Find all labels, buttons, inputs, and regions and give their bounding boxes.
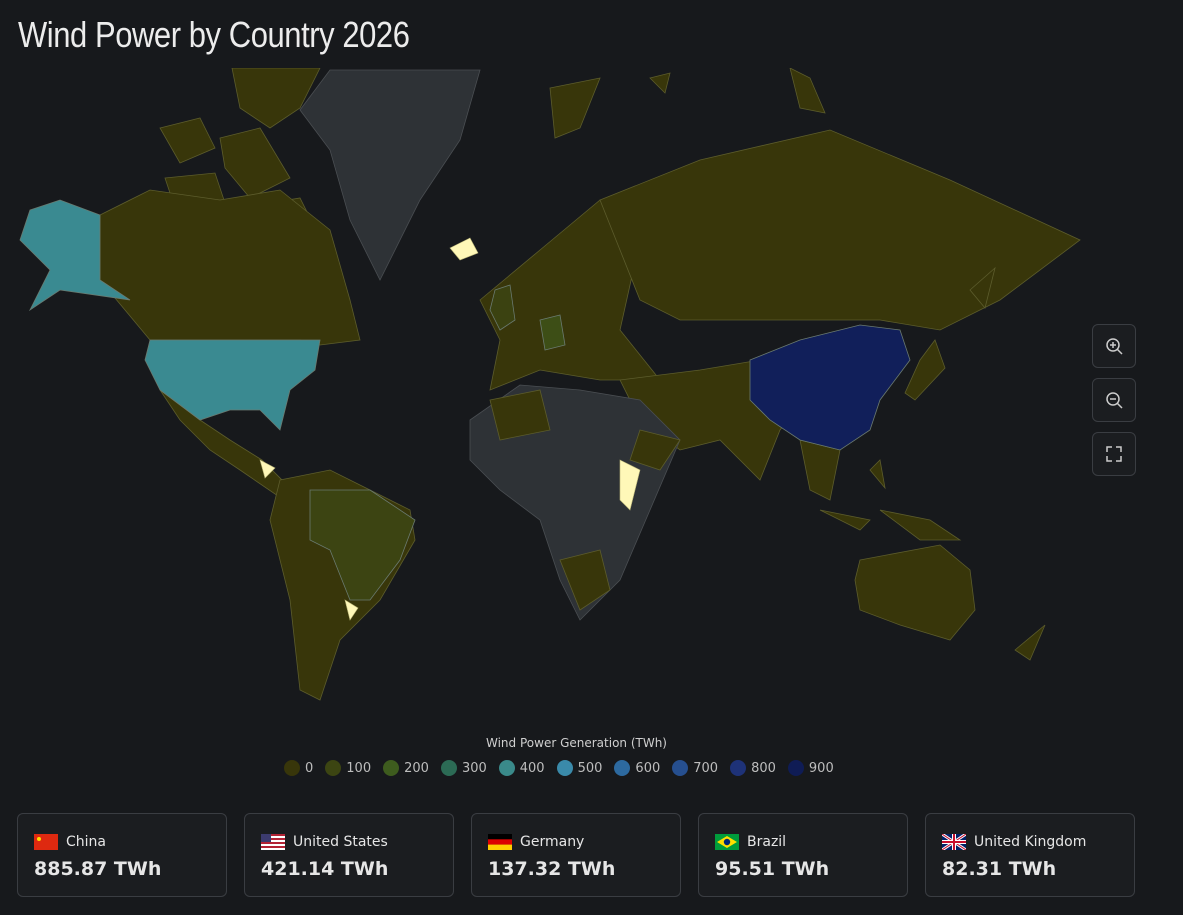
legend-swatch: [284, 760, 300, 776]
legend-label: 400: [519, 760, 545, 776]
legend-swatch: [440, 760, 457, 776]
legend-label: 700: [693, 760, 719, 776]
legend-item: 400: [498, 760, 545, 776]
legend-dot: [730, 760, 747, 776]
legend-item: 300: [440, 760, 487, 776]
legend-dot: [556, 760, 573, 776]
brazil: [309, 489, 416, 601]
card: Brazil 95.51 TWh: [698, 813, 908, 897]
zoom-in-button[interactable]: [1092, 324, 1136, 368]
united-kingdom: [489, 284, 516, 331]
legend-title: Wind Power Generation (TWh): [486, 736, 667, 750]
flag: [34, 834, 58, 850]
country-value: 95.51 TWh: [715, 858, 830, 880]
legend-dot: [440, 760, 457, 776]
card: China 885.87 TWh: [17, 813, 227, 897]
legend-item: 600: [614, 760, 660, 776]
flag: [488, 834, 512, 850]
country-value: 82.31 TWh: [942, 858, 1057, 880]
country-name: United States: [293, 834, 388, 850]
country-value: 421.14 TWh: [261, 858, 389, 880]
legend-dot: [498, 760, 515, 776]
legend-dot: [614, 760, 631, 776]
greenland: [299, 69, 481, 281]
legend-dot: [284, 760, 300, 776]
legend-item: 500: [556, 760, 603, 776]
southeast-asia: [799, 439, 962, 541]
legend-item: 0: [284, 760, 313, 776]
oceania: [854, 544, 1046, 661]
zoom-out-button[interactable]: [1092, 378, 1136, 422]
legend-item: 100: [325, 760, 371, 776]
germany: [539, 314, 566, 351]
reset-icon: [1106, 446, 1122, 462]
africa-data: [489, 389, 681, 611]
card: Germany 137.32 TWh: [471, 813, 681, 897]
legend-item: 700: [672, 760, 718, 776]
land: [99, 68, 1081, 701]
reset-button[interactable]: [1092, 432, 1136, 476]
legend-label: 500: [577, 760, 603, 776]
alaska: [19, 199, 131, 312]
country-name: United Kingdom: [974, 834, 1087, 850]
china: [749, 324, 911, 451]
legend-item: 800: [730, 760, 776, 776]
legend-swatch: [383, 760, 400, 776]
zoom-in-icon: [1106, 338, 1123, 355]
small-countries: [259, 237, 641, 621]
russia: [599, 129, 1081, 331]
flag: [942, 834, 966, 850]
legend-swatch: [498, 760, 515, 776]
legend-dot: [325, 760, 342, 776]
flag: [715, 834, 739, 850]
legend-swatch: [787, 760, 804, 776]
japan: [904, 266, 996, 401]
canada: [99, 189, 361, 346]
legend-label: 600: [635, 760, 661, 776]
united-states: [144, 339, 321, 431]
legend-label: 800: [751, 760, 776, 776]
flag: [261, 834, 285, 850]
card: United Kingdom 82.31 TWh: [925, 813, 1135, 897]
legend-label: 300: [461, 760, 487, 776]
legend-label: 100: [346, 760, 372, 776]
legend-item: 900: [787, 760, 834, 776]
legend-label: 900: [808, 760, 834, 776]
legend-label: 0: [305, 760, 314, 776]
zoom-out-icon: [1106, 392, 1123, 409]
countries: [19, 199, 911, 601]
world-map: [19, 68, 1081, 701]
legend-swatch: [325, 760, 342, 776]
country-value: 137.32 TWh: [488, 858, 616, 880]
legend: 0 100 200 300 400 500 600 700 800 900: [284, 760, 846, 776]
legend-swatch: [614, 760, 631, 776]
legend-item: 200: [383, 760, 429, 776]
legend-swatch: [556, 760, 573, 776]
country-name: Brazil: [747, 834, 787, 850]
country-name: China: [66, 834, 106, 850]
legend-label: 200: [404, 760, 429, 776]
africa: [469, 384, 681, 621]
card: United States 421.14 TWh: [244, 813, 454, 897]
legend-swatch: [730, 760, 747, 776]
legend-dot: [672, 760, 689, 776]
legend-dot: [383, 760, 400, 776]
title: Wind Power by Country 2026: [18, 14, 410, 55]
legend-dot: [787, 760, 804, 776]
country-name: Germany: [520, 834, 585, 850]
country-value: 885.87 TWh: [34, 858, 162, 880]
legend-swatch: [672, 760, 689, 776]
